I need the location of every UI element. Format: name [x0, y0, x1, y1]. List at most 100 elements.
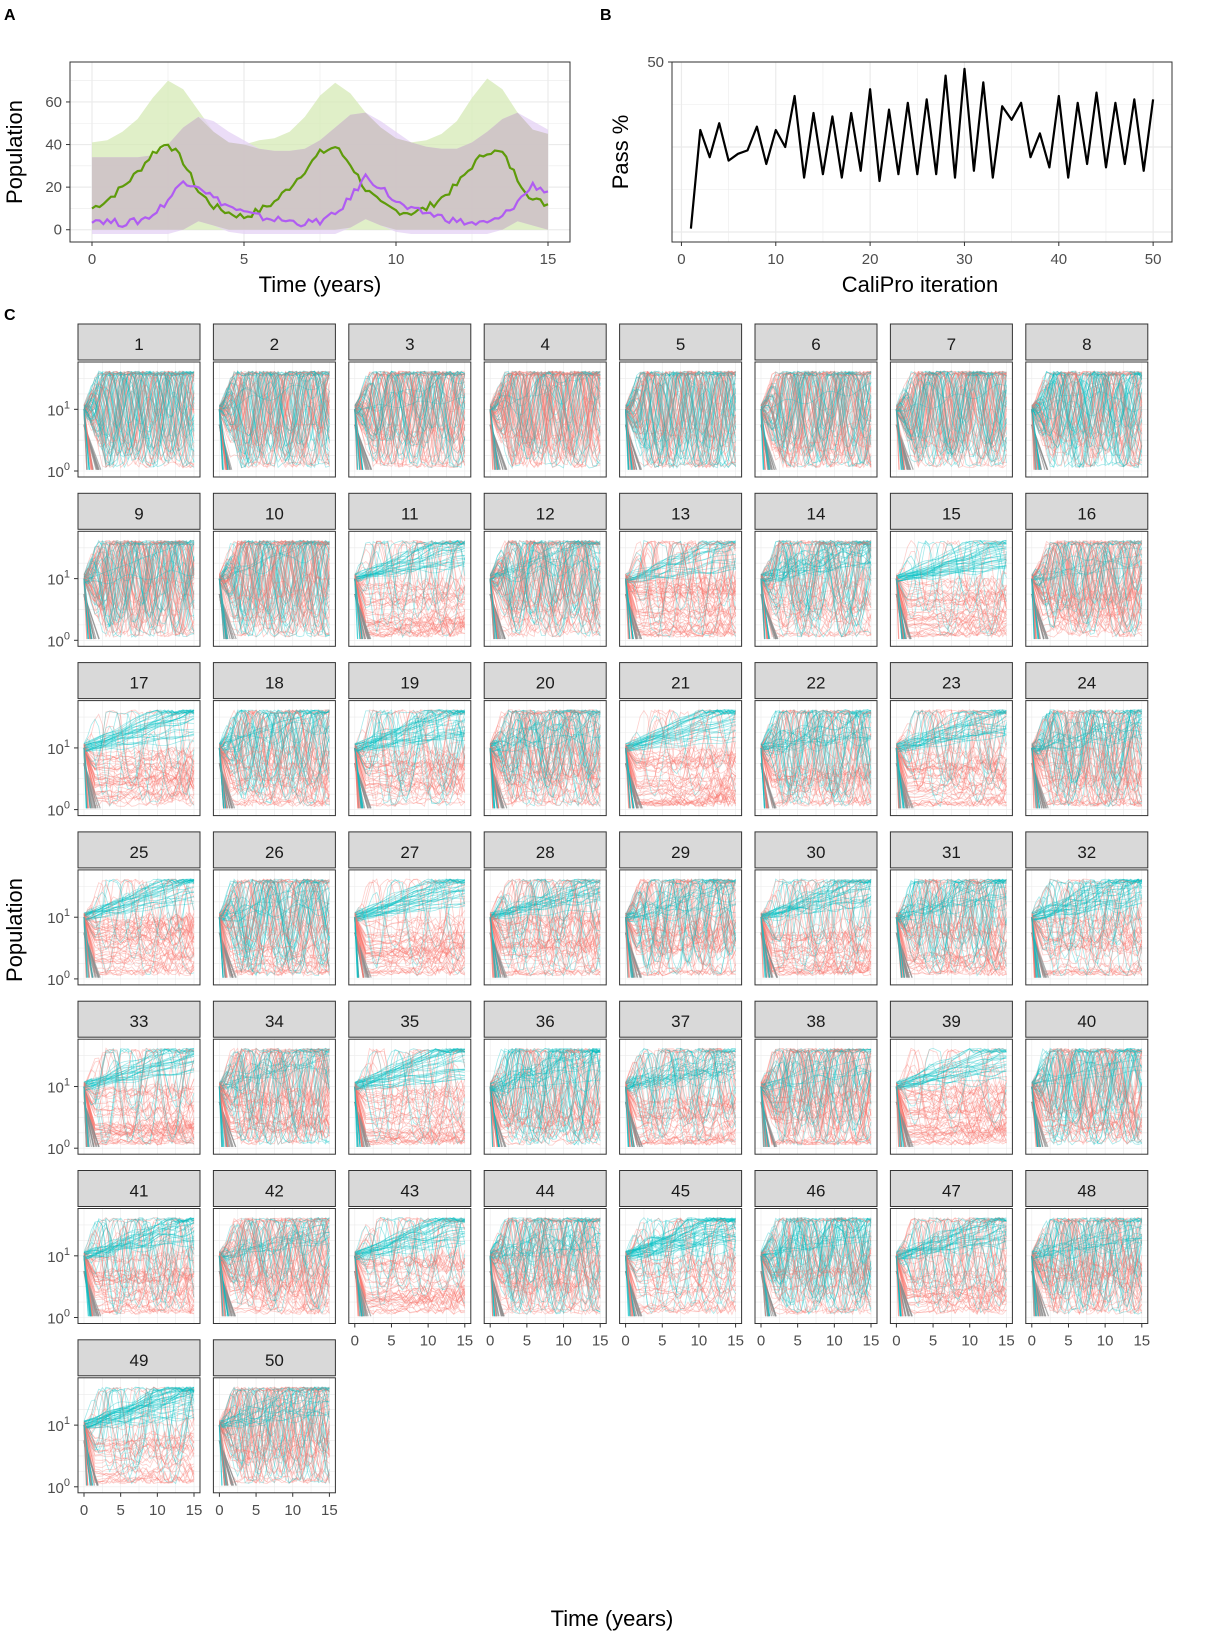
facet-trajectories: [354, 539, 466, 640]
facet-strip: [483, 492, 607, 530]
facet-x-tick-label: 5: [116, 1502, 124, 1519]
facet-y-tick-label: 101: [47, 1077, 70, 1097]
facet-strip: [1025, 1000, 1149, 1038]
facet-trajectories: [625, 709, 736, 809]
facet-46: 46 0 5 10 15: [754, 1170, 880, 1350]
facet-19: 19: [348, 662, 472, 817]
facet-strip: [483, 831, 607, 869]
facet-strip-label: 19: [400, 674, 419, 693]
facet-x-tick-label: 15: [863, 1333, 880, 1350]
facet-1: 1 101 100: [47, 323, 201, 481]
facet-strip-label: 49: [130, 1351, 149, 1370]
panel-a-x-ticks: 0 5 10 15: [88, 242, 557, 268]
facet-strip: [348, 662, 472, 700]
facet-y-tick-label: 100: [47, 1308, 70, 1328]
facet-23: 23: [889, 662, 1013, 817]
facet-trajectories: [354, 370, 466, 470]
facet-x-tick-label: 10: [826, 1333, 843, 1350]
panel-c-x-axis-title: Time (years): [551, 1606, 674, 1631]
panel-a-series-predator: [91, 172, 549, 228]
facet-x-tick-label: 0: [80, 1502, 88, 1519]
facet-strip-label: 44: [536, 1182, 555, 1201]
facet-trajectories: [625, 539, 736, 640]
facet-strip: [77, 492, 201, 530]
facet-trajectories: [83, 539, 195, 640]
facet-strip-label: 50: [265, 1351, 284, 1370]
facet-trajectories: [895, 709, 1007, 809]
facet-strip-label: 43: [400, 1182, 419, 1201]
panel-a-x-tick-label: 15: [540, 251, 557, 268]
facet-trajectories: [760, 1216, 872, 1317]
facet-y-tick-label: 101: [47, 907, 70, 927]
facet-35: 35: [348, 1000, 472, 1155]
facet-strip-label: 8: [1082, 335, 1091, 354]
facet-trajectories: [895, 1216, 1007, 1317]
facet-trajectories: [83, 878, 195, 978]
facet-strip: [889, 662, 1013, 700]
facet-34: 34: [212, 1000, 336, 1155]
panel-a-y-tick-label: 60: [45, 94, 62, 111]
facet-strip: [212, 662, 336, 700]
facet-trajectories: [83, 1217, 195, 1317]
panel-a-y-ticks: 0 20 40 60: [45, 94, 70, 239]
facet-42: 42: [212, 1170, 336, 1324]
facet-x-tick-label: 15: [1133, 1333, 1150, 1350]
facet-strip-label: 16: [1077, 504, 1096, 523]
facet-32: 32: [1025, 831, 1149, 986]
panel-a-bands: [92, 78, 548, 234]
facet-strip-label: 36: [536, 1012, 555, 1031]
facet-trajectories: [489, 878, 601, 978]
facet-strip-label: 24: [1077, 674, 1096, 693]
facet-strip: [889, 492, 1013, 530]
facet-strip: [889, 1000, 1013, 1038]
facet-strip: [212, 1170, 336, 1207]
facet-trajectories: [895, 878, 1007, 978]
facet-strip: [1025, 831, 1149, 869]
facet-x-tick-label: 10: [555, 1333, 572, 1350]
facet-36: 36: [483, 1000, 607, 1155]
facet-25: 25 101 100: [47, 831, 201, 989]
facet-x-tick-label: 5: [252, 1502, 260, 1519]
facet-y-tick-label: 100: [47, 630, 70, 650]
facet-strip-label: 21: [671, 674, 690, 693]
facet-strip: [77, 1170, 201, 1207]
panel-b-series-pass: [689, 67, 1155, 229]
facet-33: 33 101 100: [47, 1000, 201, 1158]
facet-y-tick-label: 100: [47, 1138, 70, 1158]
facet-strip-label: 47: [942, 1182, 961, 1201]
facet-x-tick-label: 10: [961, 1333, 978, 1350]
panel-b-y-tick-label: 50: [647, 54, 664, 71]
facet-strip-label: 30: [807, 843, 826, 862]
facet-16: 16: [1025, 492, 1149, 647]
facet-strip-label: 25: [130, 843, 149, 862]
facet-trajectories: [625, 1216, 736, 1317]
facet-x-tick-label: 5: [658, 1333, 666, 1350]
facet-x-tick-label: 5: [793, 1333, 801, 1350]
facet-strip-label: 3: [405, 335, 414, 354]
panel-label-a: A: [4, 7, 16, 24]
facet-strip: [754, 492, 878, 530]
facet-trajectories: [760, 1047, 872, 1148]
facet-5: 5: [619, 323, 743, 478]
facet-8: 8: [1025, 323, 1149, 478]
facet-trajectories: [354, 1047, 466, 1148]
panel-b-x-tick-label: 40: [1050, 251, 1067, 268]
facet-y-tick-label: 101: [47, 399, 70, 419]
panel-label-c: C: [4, 307, 16, 324]
facet-trajectories: [83, 1386, 195, 1486]
facet-strip: [483, 662, 607, 700]
facet-trajectories: [218, 1217, 330, 1317]
panel-b-x-axis-title: CaliPro iteration: [842, 272, 999, 297]
facet-strip: [483, 1000, 607, 1038]
panel-b-y-axis-title: Pass %: [608, 115, 633, 190]
facet-trajectories: [625, 878, 736, 978]
panel-a-x-axis-title: Time (years): [259, 272, 382, 297]
panel-b-x-tick-label: 30: [956, 251, 973, 268]
panel-a-lines: [91, 143, 549, 228]
panel-a-y-tick-label: 0: [54, 222, 62, 239]
facet-21: 21: [619, 662, 743, 817]
panel-b-y-ticks: 50: [647, 54, 672, 71]
facet-strip: [348, 323, 472, 361]
facet-x-tick-label: 5: [523, 1333, 531, 1350]
